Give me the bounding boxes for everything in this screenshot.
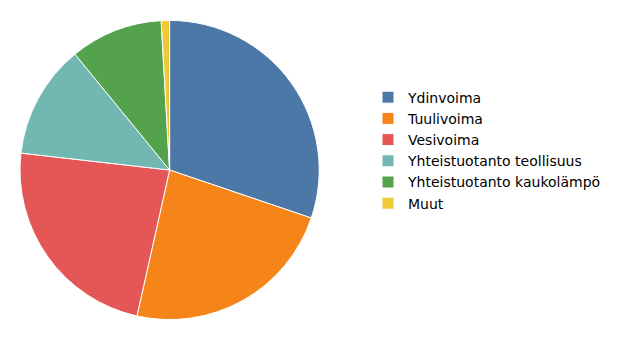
svg-text:Ydinvoima: Ydinvoima xyxy=(407,90,481,106)
svg-text:Muut: Muut xyxy=(408,196,444,212)
svg-text:Vesivoima: Vesivoima xyxy=(408,132,479,148)
svg-text:Yhteistuotanto teollisuus: Yhteistuotanto teollisuus xyxy=(407,153,582,169)
svg-text:Yhteistuotanto kaukolämpö: Yhteistuotanto kaukolämpö xyxy=(407,174,600,190)
svg-text:Tuulivoima: Tuulivoima xyxy=(407,111,483,127)
